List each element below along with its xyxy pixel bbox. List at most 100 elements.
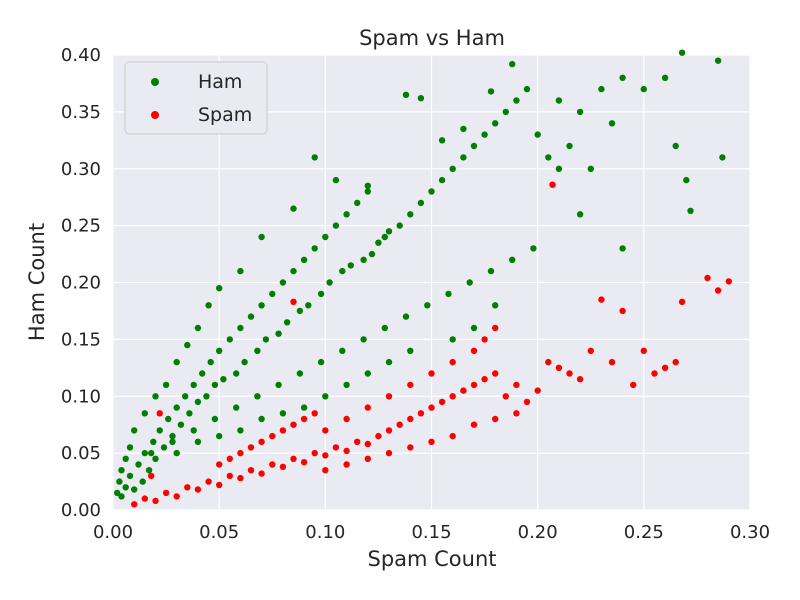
spam-point [332, 444, 340, 451]
spam-point [269, 461, 276, 468]
x-tick-label: 0.30 [730, 522, 770, 543]
ham-point [576, 211, 584, 218]
ham-point [241, 358, 248, 366]
spam-point [502, 393, 509, 400]
spam-point [549, 181, 556, 188]
ham-point [237, 267, 244, 275]
ham-point [445, 290, 452, 298]
ham-point [385, 228, 393, 235]
spam-point [438, 398, 446, 406]
spam-point [226, 472, 233, 480]
ham-point [343, 381, 350, 389]
ham-point [587, 165, 594, 172]
spam-point [148, 472, 155, 480]
ham-point [317, 358, 325, 366]
spam-point [678, 298, 686, 305]
ham-point [576, 108, 584, 116]
ham-point [131, 486, 138, 493]
spam-point [449, 358, 456, 366]
ham-point [661, 74, 669, 82]
ham-point [190, 381, 197, 389]
ham-point [114, 489, 121, 497]
ham-point [530, 245, 537, 252]
ham-point [492, 302, 499, 309]
legend-label-spam: Spam [198, 104, 252, 126]
ham-point [343, 211, 350, 218]
y-tick-label: 0.15 [61, 329, 101, 350]
ham-point [640, 85, 647, 93]
ham-point [194, 398, 202, 406]
ham-point [199, 370, 206, 377]
ham-point [332, 176, 340, 184]
ham-point [173, 404, 180, 411]
ham-point [126, 472, 134, 480]
x-axis-label: Spam Count [367, 547, 496, 571]
ham-point [619, 245, 626, 252]
ham-point [279, 410, 287, 417]
spam-point [704, 274, 711, 282]
spam-point [630, 381, 637, 389]
spam-point [216, 461, 223, 468]
ham-point [481, 131, 488, 138]
ham-point [207, 358, 214, 366]
x-tick-label: 0.05 [199, 522, 239, 543]
ham-point [216, 432, 223, 440]
ham-point [438, 137, 446, 144]
spam-point [555, 364, 563, 371]
ham-point [332, 222, 340, 229]
ham-point [417, 95, 425, 102]
spam-point [396, 421, 403, 428]
ham-point [470, 142, 478, 150]
ham-point [216, 285, 223, 292]
spam-point [322, 427, 329, 434]
ham-point [258, 233, 265, 241]
spam-point [290, 455, 297, 462]
legend-box [124, 61, 268, 135]
ham-point [141, 410, 148, 417]
spam-point [364, 440, 371, 448]
ham-point [122, 455, 129, 462]
y-axis-label: Ham Count [25, 223, 49, 341]
data-points [114, 49, 732, 508]
ham-point [449, 165, 456, 172]
ham-point [311, 154, 318, 161]
ham-point [283, 319, 291, 326]
spam-point [269, 432, 276, 440]
ham-point [279, 279, 287, 286]
ham-point [417, 199, 425, 207]
spam-point [173, 493, 180, 500]
ham-point [290, 205, 297, 212]
legend-marker-ham [151, 78, 159, 86]
ham-point [150, 438, 157, 445]
grid-lines [112, 54, 751, 511]
ham-point [402, 91, 410, 99]
ham-point [145, 467, 153, 474]
x-tick-label: 0.10 [305, 522, 345, 543]
spam-point [428, 370, 435, 377]
spam-point [407, 444, 414, 451]
ham-point [687, 207, 694, 214]
ham-point [555, 97, 563, 104]
ham-point [156, 427, 163, 434]
ham-point [311, 245, 318, 252]
series-spam [131, 181, 732, 508]
ham-point [466, 279, 473, 286]
ham-point [148, 449, 155, 457]
ham-point [619, 74, 626, 82]
spam-point [534, 387, 541, 394]
spam-point [385, 449, 393, 457]
spam-point [141, 495, 148, 502]
spam-point [651, 370, 658, 377]
ham-point [381, 324, 388, 332]
ham-point [173, 358, 180, 366]
ham-point [509, 256, 516, 263]
ham-point [339, 267, 346, 275]
ham-point [300, 256, 308, 263]
spam-point [449, 432, 456, 440]
ham-point [233, 404, 240, 411]
spam-point [481, 336, 488, 343]
spam-point [131, 501, 138, 508]
ham-point [275, 381, 282, 389]
ham-point [118, 467, 125, 474]
